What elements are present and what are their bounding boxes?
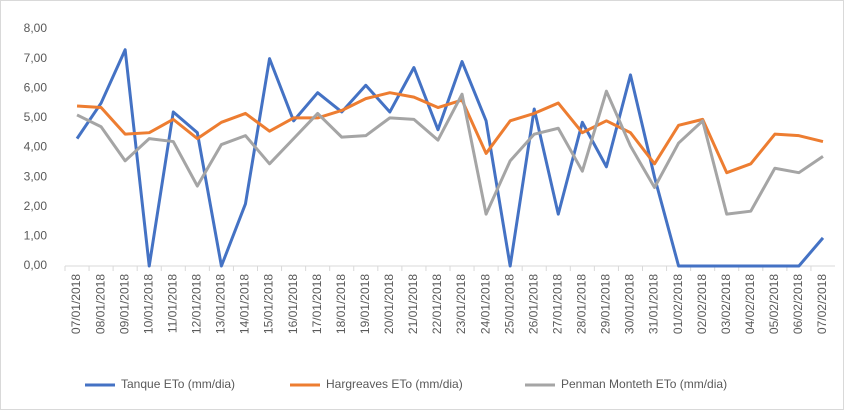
x-tick-label: 16/01/2018 <box>286 274 300 334</box>
x-tick-label: 04/02/2018 <box>743 274 757 334</box>
x-tick-label: 13/01/2018 <box>214 274 228 334</box>
series-line <box>75 48 825 268</box>
x-tick-label: 20/01/2018 <box>382 274 396 334</box>
x-tick-label: 12/01/2018 <box>190 274 204 334</box>
x-tick-label: 25/01/2018 <box>502 274 516 334</box>
x-tick-label: 24/01/2018 <box>478 274 492 334</box>
x-tick-label: 18/01/2018 <box>334 274 348 334</box>
x-tick-label: 05/02/2018 <box>767 274 781 334</box>
x-tick-label: 28/01/2018 <box>575 274 589 334</box>
y-tick-label: 8,00 <box>24 21 48 35</box>
x-tick-label: 01/02/2018 <box>671 274 685 334</box>
y-tick-label: 7,00 <box>24 51 48 65</box>
x-tick-label: 26/01/2018 <box>526 274 540 334</box>
x-tick-label: 29/01/2018 <box>599 274 613 334</box>
x-tick-label: 17/01/2018 <box>310 274 324 334</box>
series-line <box>76 89 824 216</box>
x-tick-label: 07/02/2018 <box>815 274 829 334</box>
series-line <box>76 91 824 175</box>
y-tick-label: 6,00 <box>24 80 48 94</box>
x-tick-label: 19/01/2018 <box>358 274 372 334</box>
x-tick-label: 22/01/2018 <box>430 274 444 334</box>
x-tick-label: 10/01/2018 <box>141 274 155 334</box>
x-tick-label: 03/02/2018 <box>719 274 733 334</box>
x-tick-label: 08/01/2018 <box>93 274 107 334</box>
legend-label: Penman Monteth ETo (mm/dia) <box>561 377 727 391</box>
x-tick-label: 31/01/2018 <box>647 274 661 334</box>
x-tick-label: 15/01/2018 <box>262 274 276 334</box>
x-tick-label: 23/01/2018 <box>454 274 468 334</box>
x-tick-label: 02/02/2018 <box>695 274 709 334</box>
x-tick-label: 27/01/2018 <box>550 274 564 334</box>
legend-label: Tanque ETo (mm/dia) <box>121 377 235 391</box>
x-tick-label: 06/02/2018 <box>791 274 805 334</box>
y-tick-label: 1,00 <box>24 229 48 243</box>
x-tick-label: 21/01/2018 <box>406 274 420 334</box>
y-tick-label: 3,00 <box>24 169 48 183</box>
y-tick-label: 5,00 <box>24 110 48 124</box>
y-tick-label: 0,00 <box>24 258 48 272</box>
legend-label: Hargreaves ETo (mm/dia) <box>326 377 463 391</box>
y-tick-label: 4,00 <box>24 140 48 154</box>
x-tick-label: 11/01/2018 <box>165 274 179 333</box>
x-tick-label: 09/01/2018 <box>117 274 131 334</box>
x-tick-label: 14/01/2018 <box>238 274 252 334</box>
x-tick-label: 07/01/2018 <box>69 274 83 334</box>
x-tick-label: 30/01/2018 <box>623 274 637 334</box>
y-tick-label: 2,00 <box>24 199 48 213</box>
